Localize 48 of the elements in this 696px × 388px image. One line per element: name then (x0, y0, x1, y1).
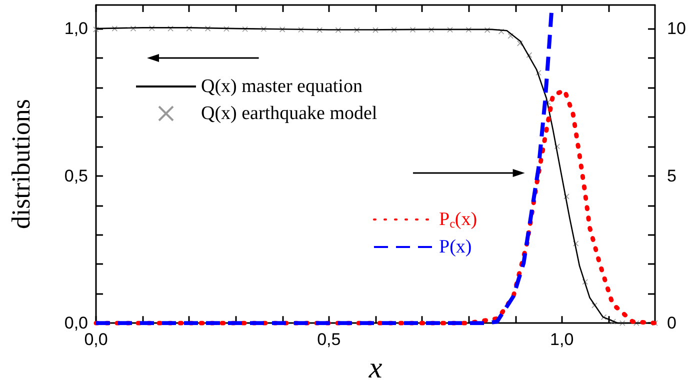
point (112, 26, 118, 32)
point (610, 318, 616, 325)
point (204, 26, 211, 32)
point (335, 27, 342, 33)
point (498, 28, 504, 34)
point (554, 143, 560, 150)
point (484, 27, 490, 33)
legend-label: Q(x) master equation (201, 76, 363, 97)
point (130, 26, 136, 32)
point (149, 25, 155, 32)
y2-tick-label: 5 (667, 166, 676, 186)
point (517, 40, 523, 46)
point (242, 26, 248, 32)
legend-label: P(x) (439, 236, 472, 258)
legend-label: Q(x) earthquake model (201, 103, 378, 124)
point (410, 26, 416, 33)
point (619, 320, 626, 326)
y-axis-title: distributions (6, 99, 36, 230)
point (582, 278, 588, 285)
point (186, 26, 192, 32)
point (572, 240, 579, 246)
y2-tick-label: 0 (667, 314, 676, 333)
point (260, 26, 267, 32)
point (564, 194, 570, 200)
y2-tick-label: 10 (667, 19, 686, 38)
y-tick-label: 0,0 (64, 314, 88, 333)
point (600, 314, 607, 320)
point (428, 26, 434, 33)
point (508, 33, 514, 39)
point (279, 26, 286, 32)
x-axis-title: x (368, 352, 383, 384)
point (224, 26, 230, 32)
point (168, 26, 174, 32)
point (466, 26, 472, 33)
point (372, 27, 378, 33)
x-tick-label: 0,0 (84, 330, 108, 350)
x-tick-label: 1,0 (550, 330, 574, 350)
point (526, 52, 532, 58)
point (447, 26, 453, 33)
point (536, 70, 542, 76)
x-tick-label: 0,5 (317, 330, 341, 350)
point (316, 27, 322, 33)
point (391, 26, 398, 33)
y-tick-label: 0,5 (64, 166, 88, 186)
point (298, 26, 304, 33)
point (354, 27, 360, 33)
point (93, 26, 99, 32)
y-tick-label: 1,0 (64, 19, 88, 38)
